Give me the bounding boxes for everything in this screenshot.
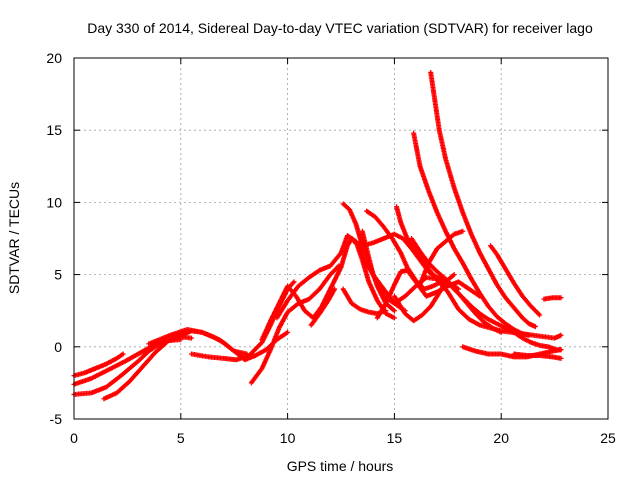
data-layer: [71, 69, 564, 402]
y-tick-label: -5: [50, 411, 63, 427]
x-tick-label: 10: [280, 430, 296, 446]
series-markers: [511, 351, 564, 361]
x-tick-label: 25: [600, 430, 616, 446]
y-tick-label: 5: [54, 267, 62, 283]
plot-frame: [73, 57, 609, 420]
series-markers: [248, 263, 342, 386]
chart-title: Day 330 of 2014, Sidereal Day-to-day VTE…: [87, 20, 593, 36]
series-trace-24: [488, 243, 543, 318]
series-trace-19: [411, 130, 532, 338]
series-markers: [274, 233, 397, 321]
series-markers: [308, 286, 338, 328]
series-markers: [541, 295, 564, 302]
series-trace-26: [541, 295, 564, 302]
y-tick-label: 0: [54, 339, 62, 355]
series-markers: [146, 326, 250, 357]
x-tick-label: 0: [70, 430, 78, 446]
series-trace-20: [428, 69, 538, 330]
series-markers: [411, 130, 532, 338]
x-axis-label: GPS time / hours: [287, 458, 394, 474]
tick-layer: 0 5 10 15 20 25 -5 0 5 10 15 20: [46, 50, 616, 446]
series-markers: [417, 228, 466, 288]
grid-layer: [74, 58, 608, 419]
series-markers: [488, 243, 543, 318]
y-tick-label: 10: [46, 194, 62, 210]
series-trace-17: [394, 204, 444, 288]
series-trace-9: [274, 233, 397, 321]
series-trace-5: [146, 326, 250, 357]
series-trace-21: [408, 236, 564, 353]
series-markers: [408, 236, 564, 353]
series-trace-25: [511, 351, 564, 361]
y-tick-label: 15: [46, 122, 62, 138]
x-tick-label: 5: [177, 430, 185, 446]
series-markers: [394, 204, 444, 288]
series-markers: [101, 334, 194, 402]
series-trace-7: [248, 263, 342, 386]
series-trace-22: [417, 228, 466, 288]
series-trace-10: [308, 286, 338, 328]
x-tick-label: 15: [387, 430, 403, 446]
y-tick-label: 20: [46, 50, 62, 66]
series-trace-4: [101, 334, 194, 402]
y-axis-label: SDTVAR / TECUs: [6, 182, 22, 294]
x-tick-label: 20: [493, 430, 509, 446]
series-markers: [428, 69, 538, 330]
